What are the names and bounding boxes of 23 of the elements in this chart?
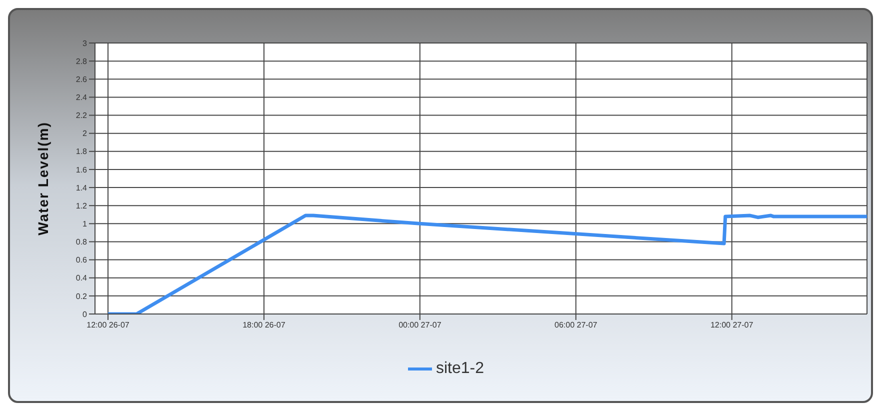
legend-label: site1-2 bbox=[436, 360, 484, 378]
y-axis-title: Water Level(m) bbox=[34, 122, 51, 236]
x-tick-label: 12:00 27-07 bbox=[710, 320, 754, 330]
y-tick-label: 1.4 bbox=[76, 183, 88, 192]
y-tick-label: 1.6 bbox=[76, 165, 88, 174]
x-tick-label: 12:00 26-07 bbox=[86, 320, 130, 330]
y-tick-label: 0.8 bbox=[76, 238, 88, 247]
y-tick-label: 2.8 bbox=[76, 56, 88, 66]
y-tick-label: 1 bbox=[82, 220, 88, 229]
y-tick-label: 3 bbox=[82, 38, 88, 48]
y-tick-label: 1.8 bbox=[76, 147, 88, 156]
y-tick-label: 2.6 bbox=[76, 74, 88, 84]
y-tick-label: 2.2 bbox=[76, 111, 88, 120]
y-tick-label: 0.2 bbox=[76, 292, 88, 301]
x-tick-label: 18:00 26-07 bbox=[242, 320, 286, 330]
y-tick-label: 2 bbox=[82, 129, 88, 138]
x-tick-label: 06:00 27-07 bbox=[554, 320, 598, 330]
y-tick-label: 2.4 bbox=[76, 93, 88, 102]
y-tick-label: 1.2 bbox=[76, 201, 88, 210]
x-tick-label: 00:00 27-07 bbox=[398, 320, 442, 330]
y-tick-label: 0 bbox=[82, 310, 88, 319]
y-tick-label: 0.4 bbox=[76, 274, 88, 283]
y-tick-label: 0.6 bbox=[76, 256, 88, 265]
